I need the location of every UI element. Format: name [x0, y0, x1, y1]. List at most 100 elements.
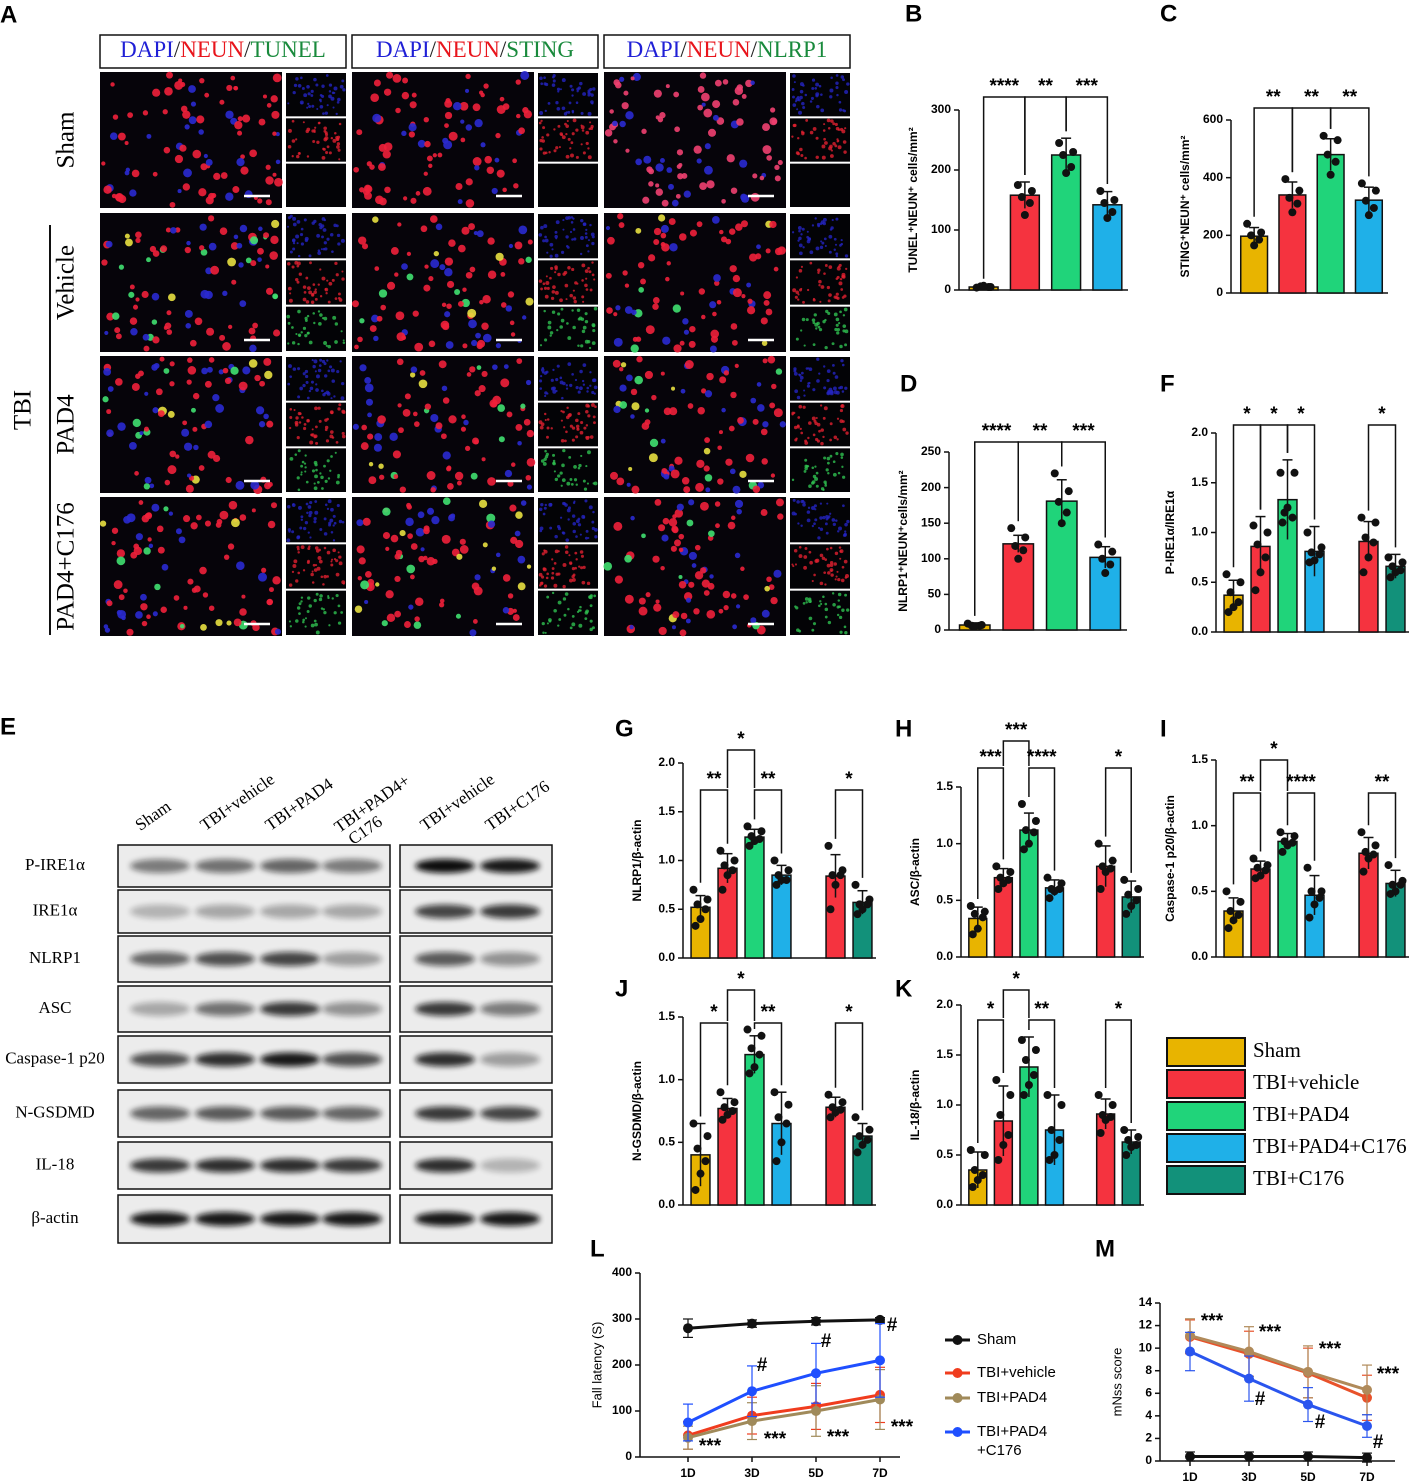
blot-band: [260, 859, 320, 873]
thumb-cell: [314, 546, 319, 550]
thumb-cell: [844, 343, 848, 347]
cell: [678, 547, 684, 553]
thumb-cell: [830, 119, 834, 123]
thumb-cell: [552, 386, 556, 391]
thumb-cell: [319, 358, 323, 362]
thumb-cell: [575, 418, 579, 423]
cell: [622, 270, 628, 276]
thumb-cell: [544, 151, 548, 155]
data-point: [1290, 832, 1299, 841]
thumb-cell: [293, 559, 298, 564]
cell: [670, 469, 680, 479]
thumb-cell: [291, 139, 296, 143]
header-box: [603, 34, 851, 69]
cell: [445, 341, 454, 349]
cell: [703, 447, 711, 455]
data-point: [720, 1103, 729, 1112]
thumb-cell: [791, 135, 794, 138]
thumb-cell: [804, 546, 808, 550]
cell: [762, 123, 771, 132]
cell: [444, 123, 449, 128]
cell: [102, 396, 109, 403]
cell: [774, 164, 780, 171]
thumb-cell: [330, 455, 333, 458]
thumb-cell: [818, 84, 822, 88]
thumb-cell: [318, 321, 322, 326]
data-point: [836, 871, 845, 880]
thumb-cell: [842, 475, 846, 479]
panel-letter: I: [1160, 715, 1167, 742]
thumb-cell: [806, 510, 811, 514]
cell: [673, 344, 682, 353]
cell: [103, 185, 112, 194]
y-tick-label: 300: [931, 102, 951, 116]
thumb-cell: [837, 599, 840, 602]
cell: [520, 403, 526, 409]
thumb-cell: [799, 288, 802, 292]
cell: [225, 192, 234, 201]
thumb-cell: [329, 365, 333, 369]
thumb-cell: [318, 419, 322, 423]
thumb-cell: [793, 367, 797, 371]
thumb-cell: [827, 620, 832, 625]
cell: [765, 308, 773, 316]
thumb-cell: [840, 359, 844, 363]
cell: [152, 336, 160, 344]
cell: [653, 238, 660, 245]
thumb-cell: [336, 142, 341, 146]
thumb-cell: [552, 74, 556, 78]
cell: [424, 140, 431, 148]
cell: [609, 109, 614, 114]
thumb-cell: [562, 597, 567, 601]
data-point: [1357, 513, 1366, 522]
thumb-cell: [546, 133, 550, 137]
thumb-cell: [802, 602, 806, 605]
data-point: [1244, 1451, 1254, 1462]
cell: [428, 340, 436, 348]
cell: [732, 624, 738, 630]
data-point: [1391, 568, 1400, 577]
thumb-cell: [571, 426, 576, 430]
data-point: [828, 871, 837, 880]
thumb-cell: [824, 484, 827, 487]
thumb-cell: [555, 378, 559, 382]
legend-marker: [952, 1393, 963, 1403]
thumb-cell: [815, 484, 819, 488]
blot-band: [260, 904, 320, 919]
thumb-cell: [565, 384, 568, 387]
thumb-cell: [803, 389, 806, 392]
significance-bracket: [1002, 740, 1030, 766]
thumb-cell: [572, 296, 577, 300]
cell: [624, 283, 630, 288]
image-bg: [100, 72, 282, 208]
thumb-cell: [809, 560, 813, 565]
legend-label: TBI+vehicle: [977, 1364, 1056, 1381]
cell: [356, 545, 365, 554]
thumb-cell: [797, 416, 801, 419]
thumb-cell: [819, 600, 822, 603]
thumb-cell: [843, 294, 847, 298]
thumb-cell: [811, 506, 816, 511]
data-point: [784, 866, 793, 875]
cell: [741, 94, 747, 99]
thumb-cell: [571, 622, 576, 627]
cell: [193, 444, 199, 451]
cell: [465, 271, 473, 279]
cell: [192, 149, 202, 159]
thumb-cell: [808, 421, 812, 425]
significance-label: *: [1270, 404, 1278, 425]
data-point: [1124, 1136, 1133, 1144]
panel-letter: H: [895, 715, 912, 742]
cell: [230, 242, 239, 250]
blot-band: [195, 1106, 255, 1121]
data-point: [1317, 887, 1326, 896]
thumb-cell: [297, 83, 302, 88]
thumb-cell: [337, 551, 340, 554]
cell: [356, 129, 363, 136]
cell: [238, 262, 244, 268]
cell: [495, 343, 502, 349]
cell: [439, 264, 446, 271]
thumb-cell: [835, 317, 840, 322]
cell: [487, 520, 496, 528]
data-point: [683, 1417, 693, 1428]
